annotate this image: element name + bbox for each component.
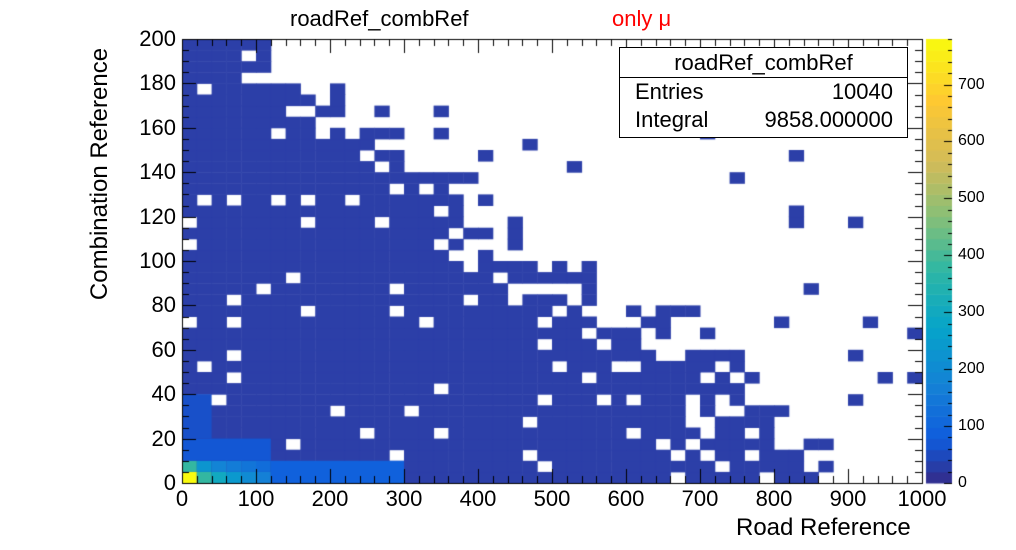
colorbar-tick-label: 400 bbox=[958, 245, 985, 263]
x-axis-label: Road Reference bbox=[736, 514, 911, 541]
chart-title: roadRef_combRef bbox=[290, 6, 469, 31]
y-axis-label: Combination Reference bbox=[86, 47, 113, 301]
x-tick-label: 200 bbox=[311, 486, 349, 511]
stats-integral-label: Integral bbox=[635, 107, 709, 132]
x-tick-label: 700 bbox=[681, 486, 719, 511]
x-tick-label: 0 bbox=[175, 486, 189, 511]
y-tick-label: 180 bbox=[139, 70, 176, 96]
stats-entries-value: 10040 bbox=[831, 79, 893, 104]
colorbar-tick-label: 600 bbox=[958, 131, 985, 149]
colorbar-tick-label: 0 bbox=[958, 473, 967, 491]
y-tick-label: 40 bbox=[151, 381, 176, 407]
colorbar-tick-label: 500 bbox=[958, 188, 985, 206]
y-tick-label: 60 bbox=[151, 336, 176, 362]
colorbar-tick-label: 200 bbox=[958, 359, 985, 377]
chart-annotation: only μ bbox=[612, 6, 672, 31]
y-tick-label: 140 bbox=[139, 159, 176, 185]
stats-entries-label: Entries bbox=[635, 79, 704, 104]
colorbar-tick-label: 300 bbox=[958, 302, 985, 320]
y-tick-label: 0 bbox=[163, 470, 176, 495]
y-tick-label: 160 bbox=[139, 114, 176, 140]
stats-entries-row: Entries 10040 bbox=[620, 78, 907, 106]
y-tick-label: 20 bbox=[151, 425, 176, 451]
x-tick-label: 100 bbox=[237, 486, 275, 511]
stats-integral-row: Integral 9858.000000 bbox=[620, 106, 907, 134]
colorbar-tick-label: 700 bbox=[958, 75, 985, 93]
y-tick-label: 100 bbox=[139, 248, 176, 273]
y-tick-label: 200 bbox=[139, 26, 176, 51]
x-tick-label: 300 bbox=[385, 486, 423, 511]
x-tick-label: 800 bbox=[755, 486, 793, 511]
x-tick-label: 1000 bbox=[897, 486, 947, 511]
x-tick-label: 900 bbox=[829, 486, 867, 511]
stats-box: roadRef_combRef Entries 10040 Integral 9… bbox=[619, 47, 908, 138]
colorbar-tick-label: 100 bbox=[958, 416, 985, 434]
y-tick-label: 120 bbox=[139, 203, 176, 229]
stats-box-title: roadRef_combRef bbox=[620, 48, 907, 78]
x-tick-label: 500 bbox=[533, 486, 571, 511]
stats-integral-value: 9858.000000 bbox=[764, 107, 893, 132]
y-tick-label: 80 bbox=[151, 292, 176, 318]
x-tick-label: 400 bbox=[459, 486, 497, 511]
x-tick-label: 600 bbox=[607, 486, 645, 511]
